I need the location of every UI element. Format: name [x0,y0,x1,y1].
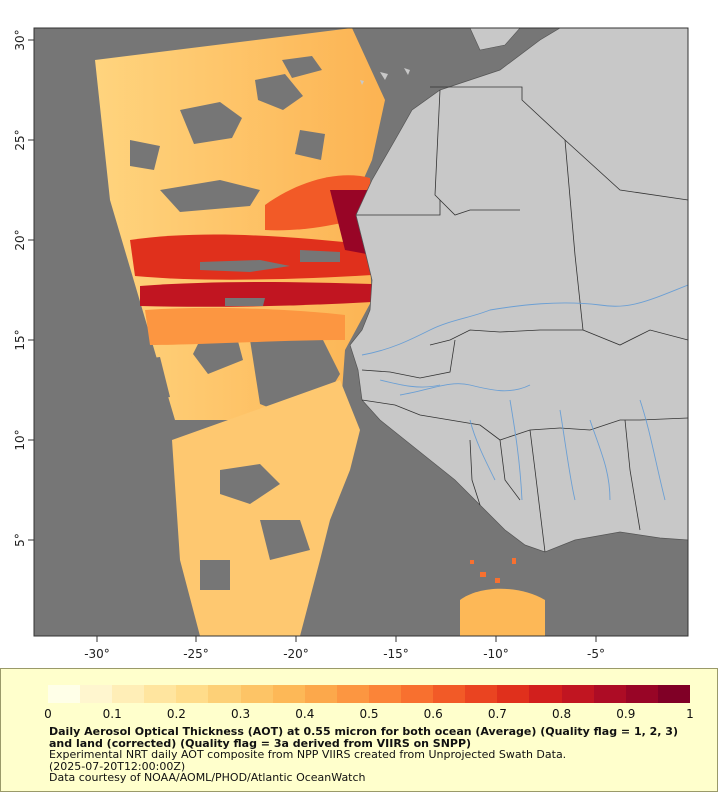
colorbar-ticks: 0 0.1 0.2 0.3 0.4 0.5 0.6 0.7 0.8 0.9 1 [44,707,694,721]
caption-line-date: (2025-07-20T12:00:00Z) [49,759,186,773]
lat-label-5: 5° [13,533,27,547]
colorbar-cell [144,685,177,703]
colorbar-tick-label: 0.1 [102,707,122,721]
lat-label-30: 30° [13,29,27,50]
lon-axis [96,636,597,642]
colorbar-cell [625,685,658,703]
colorbar-tick-label: 0.6 [423,707,443,721]
land-africa [349,28,688,553]
lat-label-15: 15° [13,329,27,350]
colorbar-cell [433,685,466,703]
colorbar-tick-label: 0.3 [231,707,251,721]
colorbar-tick-label: 0 [44,707,52,721]
colorbar-tick-label: 0.4 [295,707,315,721]
lat-label-10: 10° [13,429,27,450]
colorbar-tick-label: 1 [686,707,694,721]
colorbar-tick-label: 0.9 [616,707,636,721]
colorbar-cell [176,685,209,703]
aot-moderate-band [145,307,345,345]
caption-title: Daily Aerosol Optical Thickness (AOT) at… [49,725,678,750]
colorbar-cell [529,685,562,703]
colorbar-tick-label: 0.5 [359,707,379,721]
south-gaps [200,464,310,590]
lat-label-20: 20° [13,229,27,250]
colorbar-cell [657,685,690,703]
caption-line-credit: Data courtesy of NOAA/AOML/PHOD/Atlantic… [49,771,366,784]
aot-map: 30° 25° 20° 15° 10° 5° -30° -25° -20° -1… [13,27,689,661]
lon-label-minus25: -25° [183,647,209,661]
rivers [361,284,688,501]
lat-axis [28,39,34,541]
lon-label-minus10: -10° [483,647,509,661]
colorbar-cell [465,685,498,703]
land-iberia [469,28,521,51]
colorbar [48,685,690,703]
legend-panel: 0 0.1 0.2 0.3 0.4 0.5 0.6 0.7 0.8 0.9 1 Daily Aero… [0,668,718,792]
country-borders [356,86,688,553]
lon-label-minus5: -5° [587,647,605,661]
canary-islands [360,68,410,85]
colorbar-cell [272,685,305,703]
lon-label-minus30: -30° [84,647,110,661]
colorbar-cell [497,685,530,703]
colorbar-cell [112,685,145,703]
colorbar-cell [80,685,113,703]
colorbar-tick-label: 0.8 [552,707,572,721]
colorbar-cell [593,685,626,703]
colorbar-cell [561,685,594,703]
lon-label-minus15: -15° [383,647,409,661]
aot-gulf-patch [460,588,545,636]
aot-scattered-pixels [470,558,516,583]
colorbar-cell [368,685,402,703]
aot-plume-band [140,282,372,307]
colorbar-cell [336,685,369,703]
colorbar-tick-label: 0.2 [166,707,186,721]
lon-label-minus20: -20° [283,647,309,661]
lat-label-25: 25° [13,129,27,150]
plot-frame [33,27,689,637]
map-caption: Daily Aerosol Optical Thickness (AOT) at… [49,726,689,784]
caption-line-source: Experimental NRT daily AOT composite fro… [49,748,567,761]
aot-plume-core [130,234,372,280]
colorbar-cell [208,685,241,703]
colorbar-cell [304,685,337,703]
colorbar-cell [401,685,434,703]
colorbar-tick-label: 0.7 [487,707,507,721]
colorbar-cell [48,685,81,703]
plume-gaps [200,250,340,306]
colorbar-cell [240,685,273,703]
